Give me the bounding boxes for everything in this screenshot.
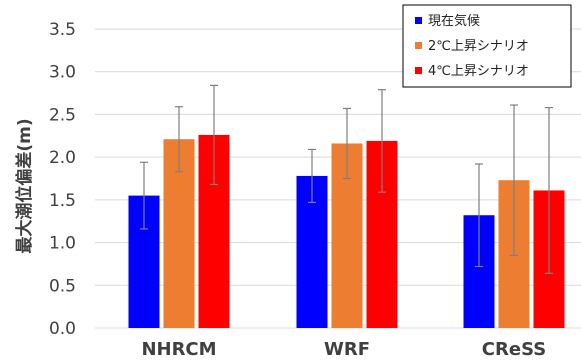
legend-swatch <box>415 17 422 24</box>
y-tick-label: 0.5 <box>49 276 76 296</box>
y-axis-ticks: 0.0 0.5 1.0 1.5 2.0 2.5 3.0 3.5 <box>49 20 76 339</box>
legend-swatch <box>415 67 422 74</box>
legend-box <box>402 4 572 88</box>
x-category-label: CReSS <box>482 339 546 360</box>
y-tick-label: 1.0 <box>49 234 76 254</box>
error-bars <box>140 84 553 274</box>
legend-label: 4℃上昇シナリオ <box>428 64 529 79</box>
legend-swatch <box>415 42 422 49</box>
legend: 現在気候 2℃上昇シナリオ 4℃上昇シナリオ <box>402 4 572 88</box>
x-axis-categories: NHRCM WRF CReSS <box>141 339 546 360</box>
y-tick-label: 3.5 <box>49 20 76 40</box>
legend-label: 2℃上昇シナリオ <box>428 39 529 54</box>
y-tick-label: 0.0 <box>49 319 76 339</box>
y-axis-label: 最大潮位偏差(m) <box>14 118 35 253</box>
x-category-label: WRF <box>324 339 370 360</box>
y-tick-label: 1.5 <box>49 191 76 211</box>
y-tick-label: 2.5 <box>49 105 76 125</box>
x-category-label: NHRCM <box>141 339 216 360</box>
y-tick-label: 3.0 <box>49 63 76 83</box>
legend-label: 現在気候 <box>428 13 480 29</box>
y-tick-label: 2.0 <box>49 148 76 168</box>
